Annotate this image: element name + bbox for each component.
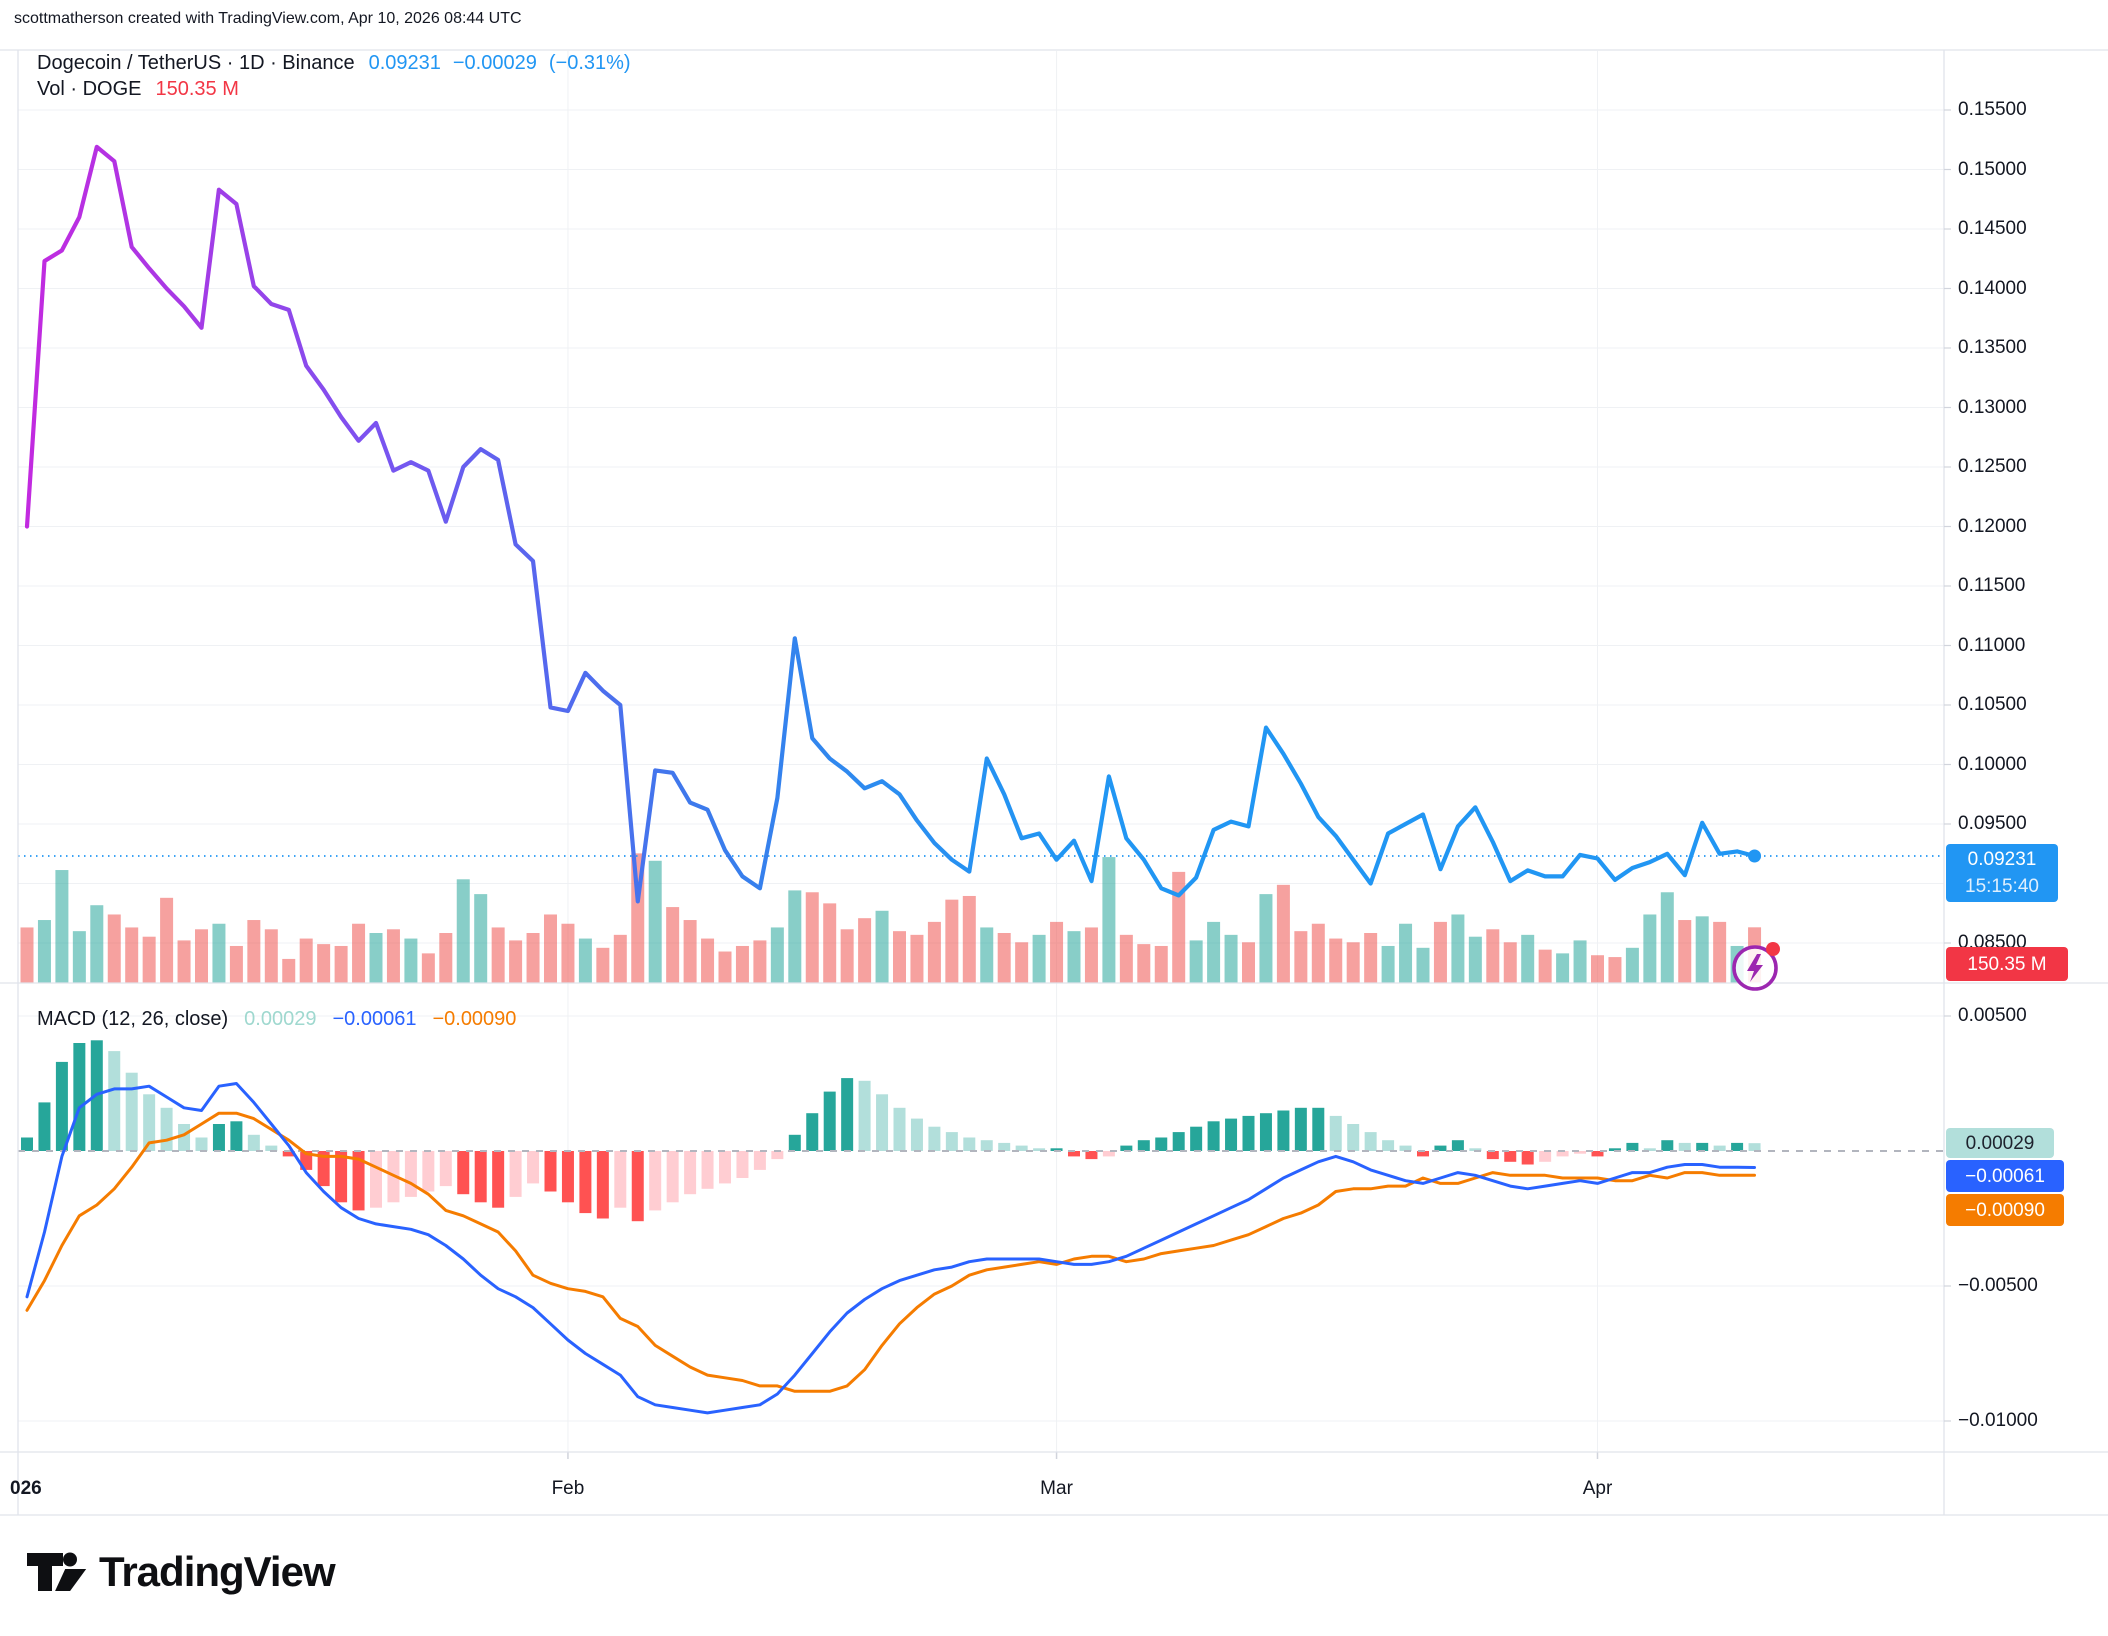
volume-legend-value: 150.35 M [155, 78, 239, 100]
red-dot [1766, 942, 1780, 956]
price-axis-label: 0.12500 [1958, 456, 2027, 477]
lightning-bolt-icon [1747, 954, 1763, 982]
symbol-title: Dogecoin / TetherUS · 1D · Binance [37, 52, 355, 74]
price-axis-label: 0.14500 [1958, 218, 2027, 239]
last-price-badge-value: 0.09231 [1967, 849, 2037, 870]
last-price-badge: 0.09231 15:15:40 [1946, 844, 2058, 902]
price-axis-label: 0.14000 [1958, 277, 2027, 299]
volume-legend[interactable]: Vol · DOGE 150.35 M [37, 78, 239, 101]
macd-line-badge: −0.00061 [1946, 1160, 2064, 1192]
macd-axis-label: −0.00500 [1958, 1275, 2038, 1296]
volume-bars [20, 853, 1762, 983]
macd-line-badge-value: −0.00061 [1965, 1165, 2045, 1187]
tradingview-logo-glyph [27, 1552, 87, 1591]
tradingview-logo[interactable]: TradingView [25, 1548, 336, 1596]
macd-hist-badge: 0.00029 [1946, 1128, 2054, 1158]
volume-badge: 150.35 M [1946, 947, 2068, 981]
flash-watermark-icon [1732, 942, 1780, 991]
price-change: −0.00029 [452, 52, 537, 74]
price-axis-label: 0.11500 [1958, 575, 2026, 596]
price-axis-label: 0.12000 [1958, 515, 2027, 537]
last-price: 0.09231 [368, 52, 441, 74]
macd-hist-value: 0.00029 [244, 1008, 317, 1030]
time-axis-label: Apr [1582, 1478, 1613, 1499]
time-axis-label: Mar [1040, 1478, 1073, 1499]
macd-legend-title: MACD (12, 26, close) [37, 1008, 229, 1030]
macd-axis-label: 0.00500 [1958, 1005, 2027, 1026]
symbol-legend[interactable]: Dogecoin / TetherUS · 1D · Binance 0.092… [37, 52, 631, 75]
time-axis-label: Feb [551, 1478, 585, 1499]
gridlines [18, 51, 1944, 1459]
volume-badge-value: 150.35 M [1967, 953, 2047, 975]
price-axis-label: 0.13500 [1958, 337, 2027, 358]
price-axis-label: 0.13000 [1958, 396, 2027, 418]
price-axis-label: 0.11000 [1958, 634, 2026, 656]
price-change-percent: (−0.31%) [548, 52, 631, 74]
macd-line-value: −0.00061 [332, 1008, 417, 1030]
tradingview-logo-text: TradingView [99, 1548, 336, 1595]
macd-signal-badge-value: −0.00090 [1965, 1199, 2045, 1221]
macd-signal-badge: −0.00090 [1946, 1194, 2064, 1226]
price-axis-label: 0.15500 [1958, 99, 2027, 120]
macd-legend[interactable]: MACD (12, 26, close) 0.00029 −0.00061 −0… [37, 1008, 516, 1031]
price-axis-label: 0.10500 [1958, 694, 2027, 715]
macd-axis-label: −0.01000 [1958, 1410, 2038, 1431]
pane-borders [0, 49, 2108, 1516]
macd-hist-badge-value: 0.00029 [1965, 1132, 2035, 1154]
macd-signal-value: −0.00090 [432, 1008, 517, 1030]
bar-countdown: 15:15:40 [1965, 876, 2039, 897]
macd-histogram-bars [21, 1040, 1761, 1222]
price-axis-label: 0.15000 [1958, 158, 2027, 180]
time-axis-label: 026 [10, 1478, 42, 1499]
volume-legend-label: Vol · DOGE [37, 78, 142, 100]
attribution-text: scottmatherson created with TradingView.… [14, 10, 522, 27]
plot-lines [18, 144, 1944, 1415]
price-axis-label: 0.09500 [1958, 813, 2027, 834]
price-axis-label: 0.10000 [1958, 753, 2027, 775]
